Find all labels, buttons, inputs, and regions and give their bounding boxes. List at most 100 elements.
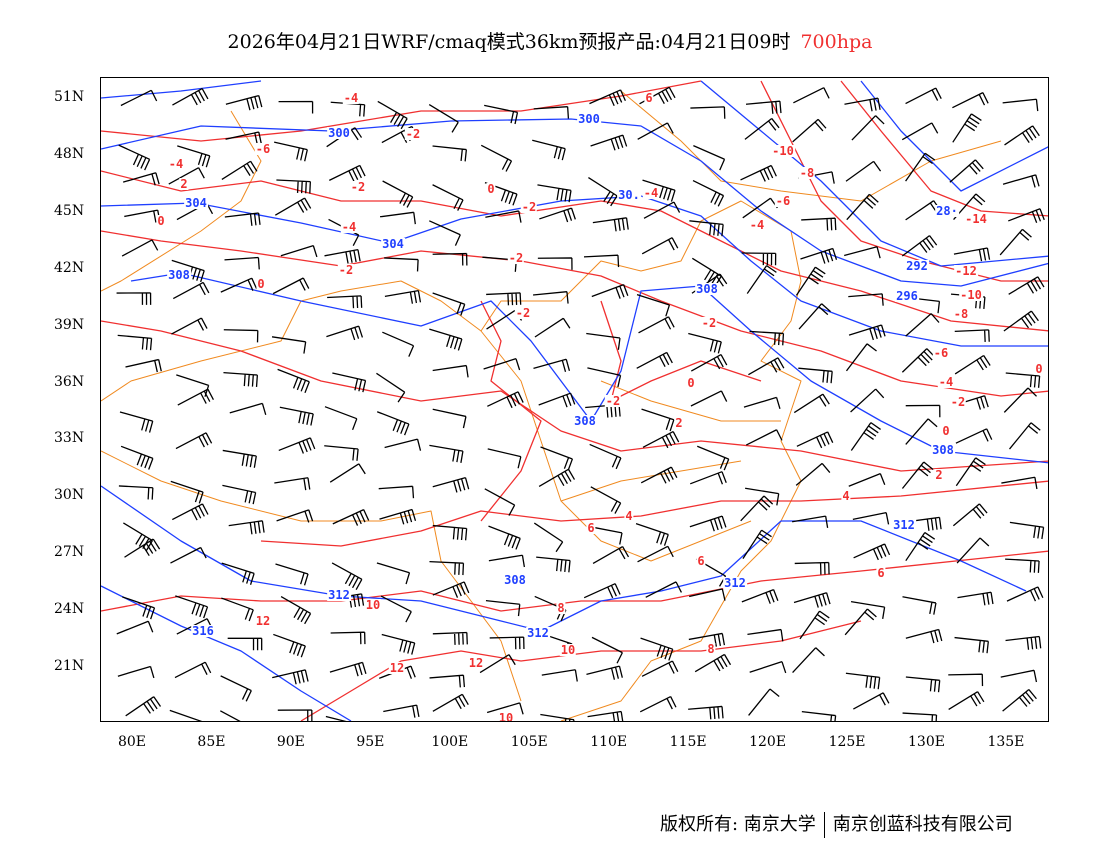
wind-barb <box>274 141 308 162</box>
temperature-contour-label: -14 <box>964 212 988 226</box>
wind-barb <box>227 637 263 651</box>
wind-barb <box>589 89 626 107</box>
temperature-contour <box>260 480 1048 547</box>
wind-barb <box>740 164 777 182</box>
wind-barb <box>378 485 415 499</box>
wind-barb <box>429 328 463 351</box>
wind-barb <box>749 661 787 674</box>
height-contour-label: 308 <box>931 443 955 457</box>
wind-barb <box>487 391 524 409</box>
temperature-contour-label: -2 <box>404 127 422 141</box>
wind-barb <box>901 235 938 257</box>
wind-barb <box>956 537 990 564</box>
wind-barb <box>697 445 730 471</box>
wind-barb <box>484 104 519 125</box>
wind-barb <box>801 217 837 231</box>
lat-tick-label: 36N <box>54 373 85 390</box>
border-line <box>101 200 802 721</box>
footer: 版权所有: 南京大学 南京创蓝科技有限公司 <box>660 810 1013 838</box>
wind-barb <box>801 711 837 721</box>
wind-barb <box>800 247 838 264</box>
temperature-contour-label: 12 <box>254 614 272 628</box>
wind-barb <box>748 357 785 376</box>
wind-barb <box>583 583 621 599</box>
wind-barb <box>999 228 1032 256</box>
wind-barb <box>538 392 576 408</box>
temperature-contour-label: -4 <box>937 375 955 389</box>
wind-barb <box>118 144 151 171</box>
height-contour <box>700 80 1048 267</box>
wind-barb <box>844 246 881 259</box>
height-contour-label: 312 <box>723 576 747 590</box>
wind-barb <box>221 160 258 180</box>
wind-barb <box>329 463 366 483</box>
wind-barb <box>536 556 571 573</box>
wind-barb <box>746 265 777 294</box>
lon-tick-label: 105E <box>510 734 548 750</box>
temperature-contour-label: -8 <box>798 166 816 180</box>
wind-barb <box>905 404 941 418</box>
wind-barb <box>583 254 620 268</box>
wind-barb <box>689 515 727 532</box>
wind-barb <box>486 292 522 306</box>
wind-barb <box>225 131 262 145</box>
wind-barb <box>901 122 939 141</box>
wind-barb <box>795 266 826 296</box>
company-name: 南京创蓝科技有限公司 <box>832 814 1013 835</box>
wind-barb <box>641 237 679 255</box>
wind-barb <box>639 696 677 713</box>
wind-barb <box>432 581 470 598</box>
wind-barb <box>171 259 205 283</box>
wind-barb <box>954 354 991 375</box>
wind-barb <box>953 247 991 262</box>
wind-barb <box>589 443 622 470</box>
wind-barb <box>432 408 467 429</box>
wind-barb <box>540 713 575 721</box>
border-line <box>620 90 1002 202</box>
wind-barb <box>432 364 469 378</box>
wind-barb <box>637 545 674 563</box>
wind-barb <box>533 522 564 553</box>
wind-barb <box>951 395 989 410</box>
wind-barb <box>905 676 941 693</box>
height-contour-label: 296 <box>895 289 919 303</box>
temperature-contour-label: 0 <box>256 277 266 291</box>
wind-barb <box>432 477 470 493</box>
wind-barb <box>741 252 777 266</box>
wind-barb <box>796 431 834 449</box>
wind-barb <box>640 637 674 661</box>
wind-barb <box>121 239 159 257</box>
wind-barb <box>541 669 578 682</box>
wind-barb <box>638 316 675 334</box>
wind-barb <box>792 118 827 143</box>
wind-barb <box>691 257 722 287</box>
wind-barb <box>637 122 674 140</box>
lon-tick-label: 90E <box>276 734 305 750</box>
wind-barb <box>793 393 830 414</box>
wind-barb <box>280 245 318 258</box>
height-contour-label: 308 <box>573 414 597 428</box>
wind-barb <box>905 313 940 337</box>
wind-barb <box>480 144 513 172</box>
wind-barb <box>124 209 161 223</box>
height-contour-label: 30. <box>617 188 641 202</box>
wind-barb <box>177 145 211 168</box>
map-canvas <box>101 80 1048 721</box>
wind-barb <box>117 334 153 351</box>
wind-barb <box>533 291 569 304</box>
wind-barb <box>119 411 154 433</box>
wind-barb <box>635 523 669 546</box>
wind-barb <box>636 294 671 317</box>
wind-barb <box>955 428 993 444</box>
wind-barb <box>537 184 572 203</box>
map-plot-area: 300 300 304 304 30. 308 308 308 308 312 312 312 312 3… <box>100 77 1049 722</box>
wind-barb <box>1005 635 1042 650</box>
wind-barb <box>382 331 415 357</box>
wind-barb <box>379 211 416 225</box>
wind-barb <box>740 495 774 522</box>
temperature-contour-label: -2 <box>604 394 622 408</box>
wind-barb <box>538 468 576 487</box>
wind-barb <box>124 538 161 558</box>
wind-barb <box>905 531 936 562</box>
temperature-contour-label: -4 <box>642 186 660 200</box>
